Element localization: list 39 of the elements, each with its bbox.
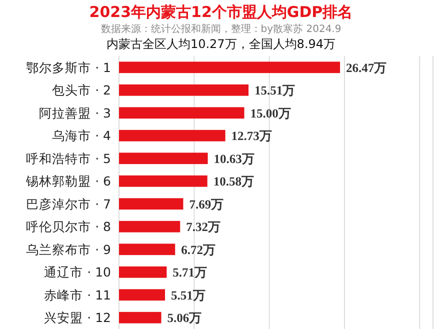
data-label: 5.06万: [167, 311, 202, 326]
data-label: 15.51万: [254, 84, 296, 98]
bar: [119, 266, 167, 278]
subtitle: 数据来源：统计公报和新闻，整理：by散寒苏 2024.9: [100, 24, 342, 35]
bar: [119, 312, 162, 324]
y-tick-label: 乌兰察布市 · 9: [26, 242, 112, 257]
bar: [119, 84, 249, 96]
bar: [119, 289, 166, 301]
data-label: 10.63万: [214, 152, 255, 166]
annotation: 内蒙古全区人均10.27万，全国人均8.94万: [106, 37, 336, 51]
data-label: 26.47万: [346, 60, 388, 75]
y-tick-label: 赤峰市 · 11: [44, 287, 111, 302]
y-tick-label: 兴安盟 · 12: [44, 310, 111, 326]
data-label: 12.73万: [231, 129, 272, 144]
y-tick-label: 呼和浩特市 · 5: [26, 150, 111, 166]
data-label: 7.32万: [186, 220, 222, 234]
y-tick-label: 乌海市 · 4: [52, 128, 112, 144]
y-tick-label: 呼伦贝尔市 · 8: [26, 219, 112, 234]
data-label: 6.72万: [181, 242, 216, 257]
data-label: 5.51万: [171, 288, 206, 302]
y-tick-label: 包头市 · 2: [52, 82, 111, 98]
bar: [119, 175, 208, 187]
bar: [119, 62, 340, 74]
y-tick-label: 通辽市 · 10: [44, 264, 112, 280]
bar: [119, 107, 244, 119]
data-label: 7.69万: [189, 197, 224, 212]
bar: [119, 220, 180, 232]
bar: [119, 198, 184, 210]
data-label: 10.58万: [213, 174, 254, 189]
y-tick-label: 阿拉善盟 · 3: [39, 105, 111, 120]
bar: [119, 152, 208, 164]
y-tick-label: 鄂尔多斯市 · 1: [26, 60, 111, 75]
data-label: 15.00万: [250, 106, 292, 120]
bar: [119, 244, 176, 256]
title: 2023年内蒙古12个市盟人均GDP排名: [89, 3, 353, 21]
y-tick-label: 巴彦淖尔市 · 7: [26, 196, 111, 212]
data-label: 5.71万: [172, 266, 208, 280]
y-tick-label: 锡林郭勒盟 · 6: [25, 174, 112, 189]
bar: [119, 130, 226, 142]
